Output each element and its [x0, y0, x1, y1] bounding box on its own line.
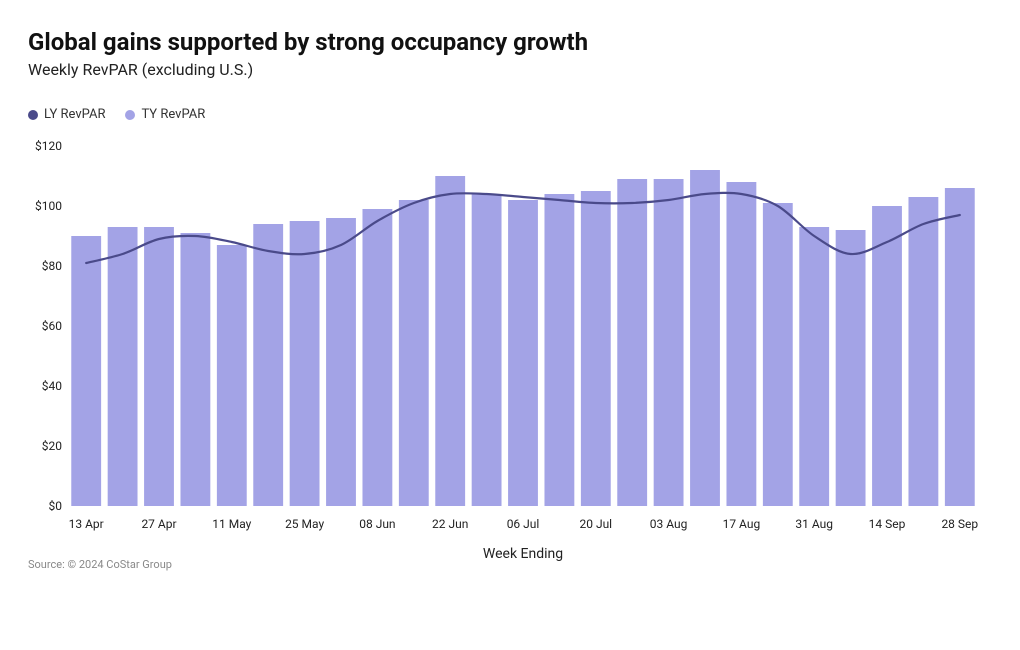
bar-ty — [326, 218, 356, 506]
bar-ty — [508, 200, 538, 506]
x-axis-title: Week Ending — [483, 546, 563, 562]
chart-legend: LY RevPAR TY RevPAR — [28, 107, 992, 122]
chart-title: Global gains supported by strong occupan… — [28, 28, 992, 56]
x-tick-label: 14 Sep — [869, 517, 906, 531]
chart-container: Global gains supported by strong occupan… — [0, 0, 1020, 650]
bar-ty — [71, 236, 101, 506]
bar-ty — [435, 176, 465, 506]
x-tick-label: 17 Aug — [723, 517, 761, 531]
x-tick-label: 06 Jul — [507, 517, 540, 531]
x-tick-label: 28 Sep — [941, 517, 978, 531]
y-tick-label: $0 — [49, 499, 63, 513]
bar-ty — [253, 224, 283, 506]
y-tick-label: $20 — [42, 439, 62, 453]
chart-subtitle: Weekly RevPAR (excluding U.S.) — [28, 60, 992, 79]
bar-ty — [836, 230, 866, 506]
legend-label-ty: TY RevPAR — [141, 107, 205, 122]
y-tick-label: $40 — [42, 379, 62, 393]
bar-ty — [144, 227, 174, 506]
legend-label-ly: LY RevPAR — [44, 107, 105, 122]
bar-ty — [290, 221, 320, 506]
x-tick-label: 25 May — [285, 517, 324, 531]
x-tick-label: 13 Apr — [69, 517, 104, 531]
legend-swatch-ty — [125, 110, 135, 120]
y-tick-label: $100 — [35, 199, 62, 213]
x-tick-label: 20 Jul — [579, 517, 612, 531]
bar-ty — [654, 179, 684, 506]
chart-svg: $0 $20 $40 $60 $80 $100 $120 13 Apr 27 Apr 11 May… — [28, 140, 988, 580]
bar-ty — [690, 170, 720, 506]
x-tick-label: 11 May — [212, 517, 251, 531]
bar-ty — [872, 206, 902, 506]
bar-ty — [544, 194, 574, 506]
bar-ty — [581, 191, 611, 506]
x-tick-label: 08 Jun — [359, 517, 395, 531]
bar-ty — [945, 188, 975, 506]
x-tick-label: 31 Aug — [795, 517, 833, 531]
bar-ty — [763, 203, 793, 506]
legend-item-ly: LY RevPAR — [28, 107, 105, 122]
bar-ty — [472, 194, 502, 506]
legend-swatch-ly — [28, 110, 38, 120]
y-tick-label: $120 — [35, 140, 62, 153]
y-tick-label: $80 — [42, 259, 62, 273]
bar-ty — [617, 179, 647, 506]
chart-plot: $0$20$40$60$80$100$12013 Apr27 Apr11 May… — [28, 140, 988, 520]
bar-ty — [399, 200, 429, 506]
y-tick-label: $60 — [42, 319, 62, 333]
bar-ty — [726, 182, 756, 506]
bar-ty — [362, 209, 392, 506]
bar-ty — [108, 227, 138, 506]
bar-ty — [217, 245, 247, 506]
bar-ty — [180, 233, 210, 506]
x-tick-label: 27 Apr — [141, 517, 176, 531]
x-tick-label: 22 Jun — [432, 517, 468, 531]
legend-item-ty: TY RevPAR — [125, 107, 205, 122]
x-tick-label: 03 Aug — [650, 517, 688, 531]
bar-ty — [799, 227, 829, 506]
bar-ty — [908, 197, 938, 506]
